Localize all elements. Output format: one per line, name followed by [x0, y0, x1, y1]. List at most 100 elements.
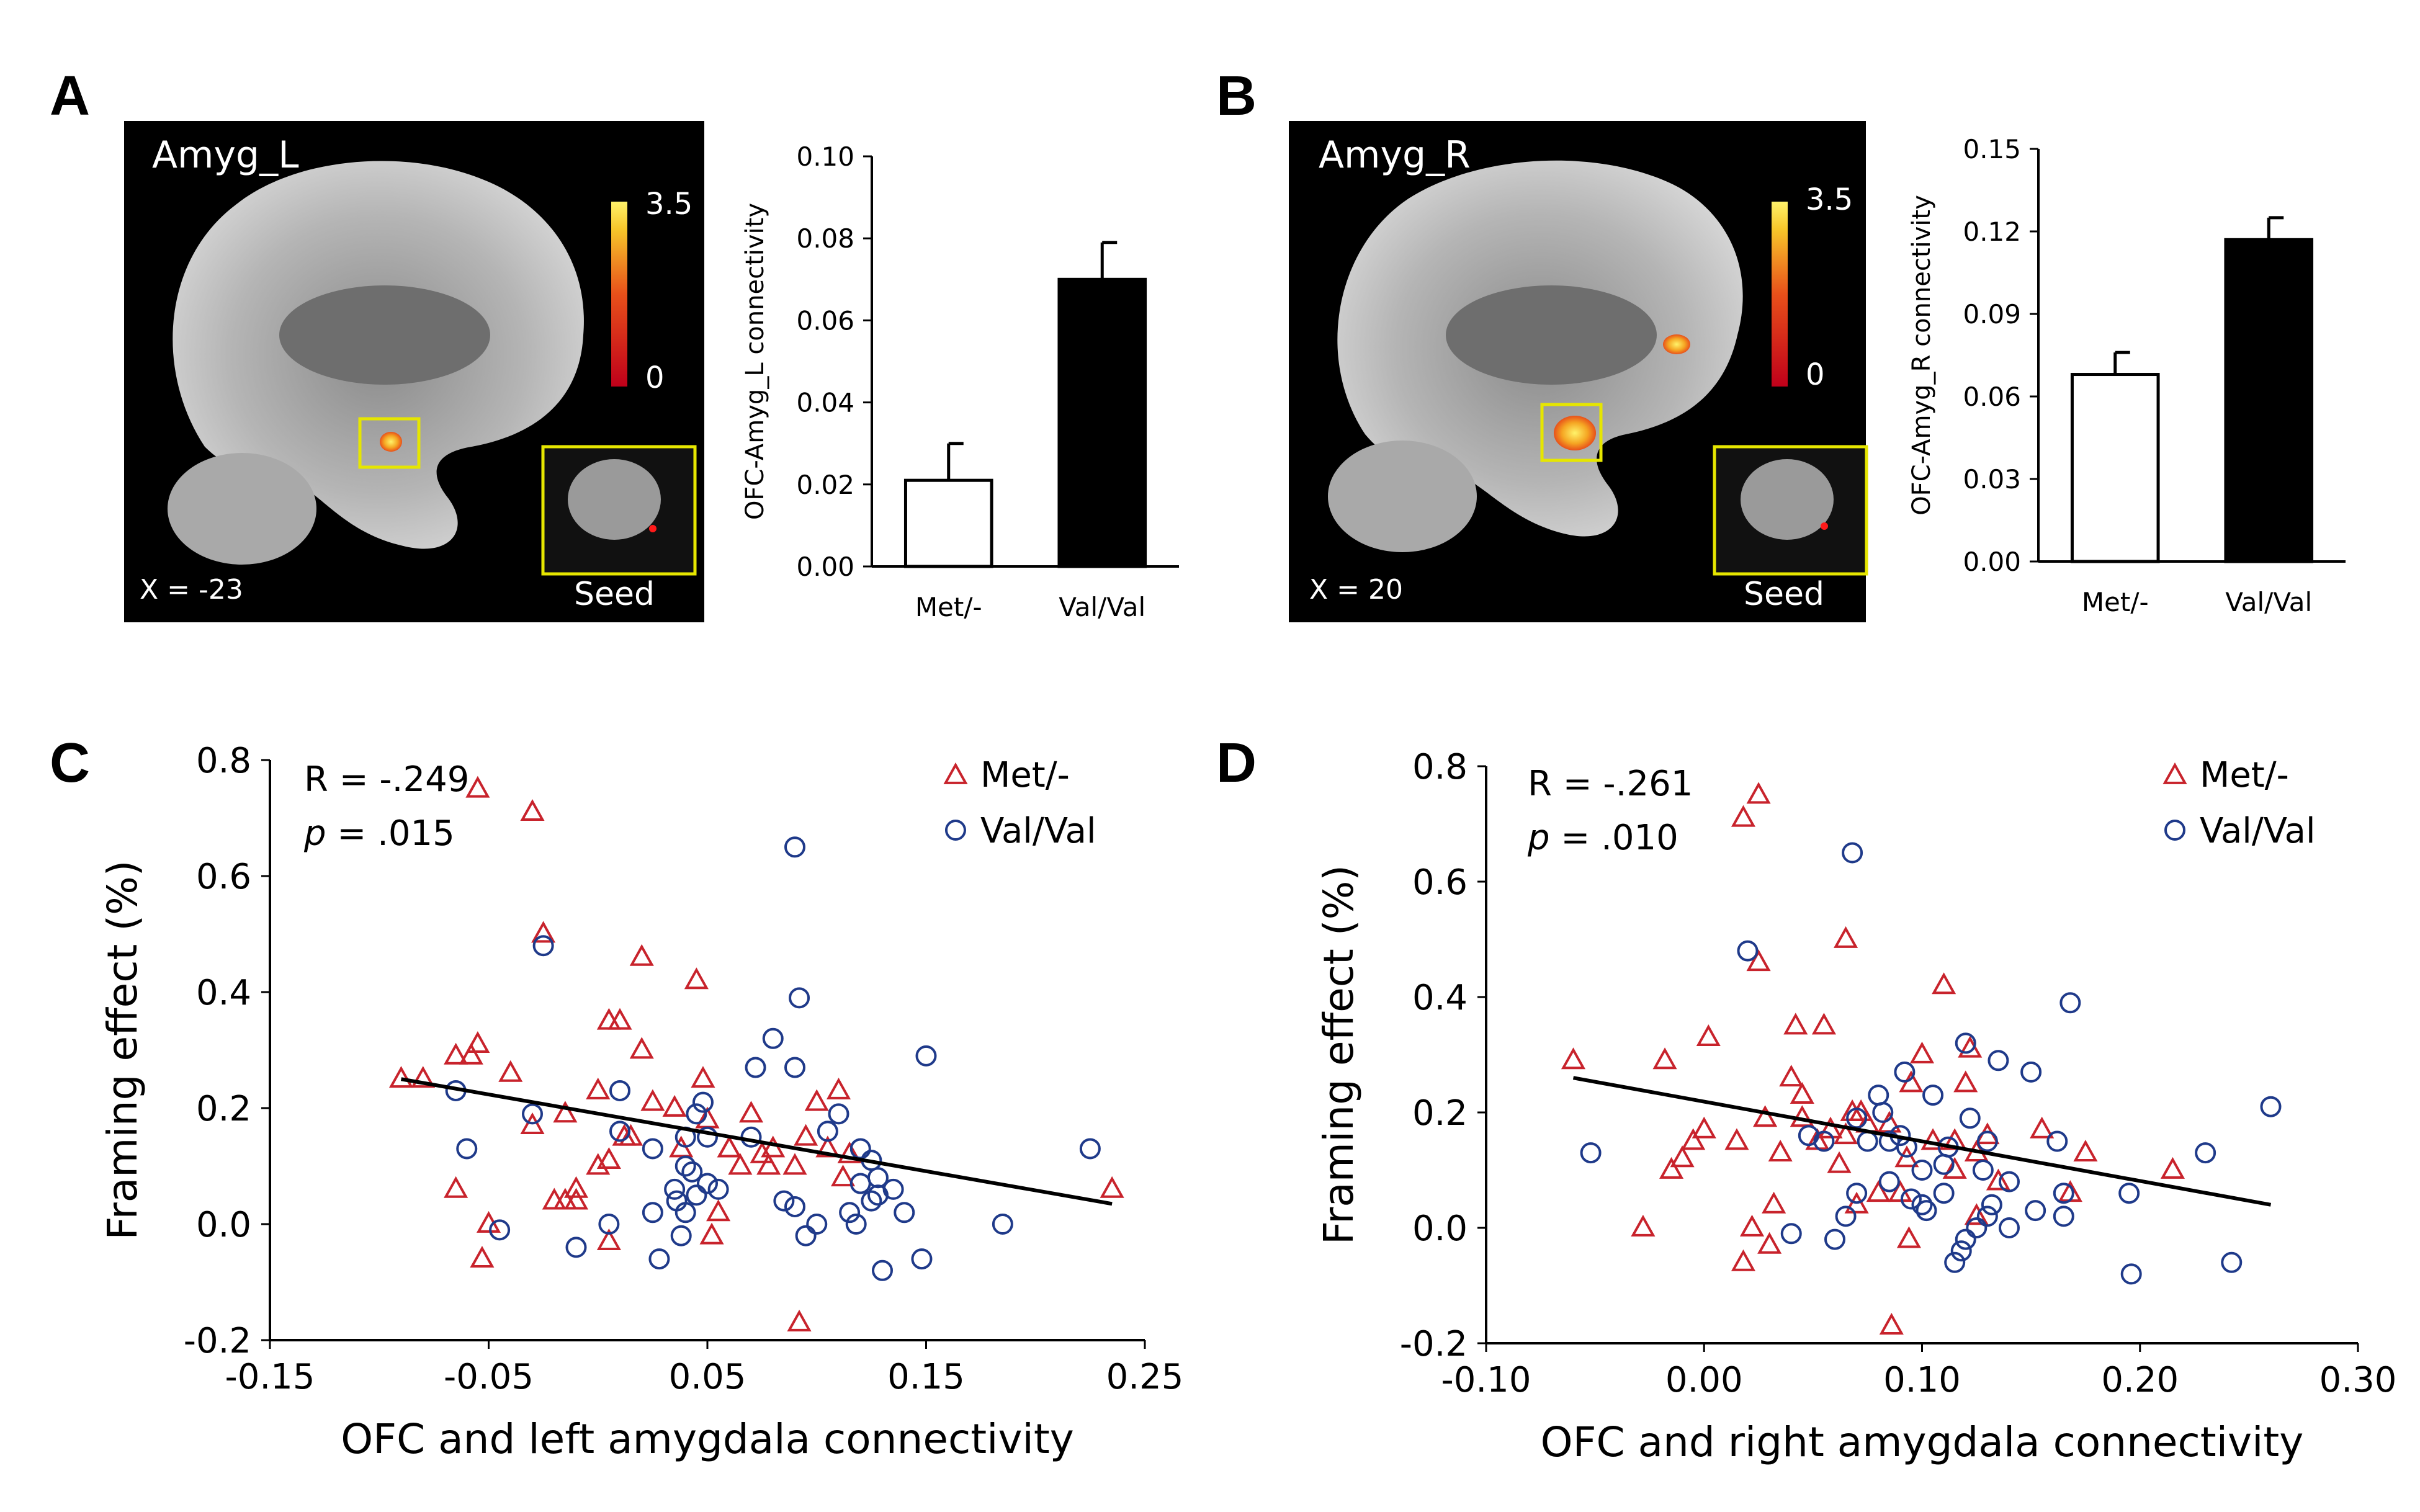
- x-tick-label: -0.10: [1441, 1360, 1531, 1400]
- data-point-met: [1783, 1013, 1808, 1035]
- colorbar-min: 0: [1806, 357, 1825, 392]
- y-tick-label: 0.06: [796, 305, 854, 336]
- data-point-val: [707, 1178, 729, 1200]
- data-point-met: [553, 1101, 578, 1123]
- data-point-met: [596, 1147, 621, 1170]
- data-point-met: [794, 1124, 818, 1146]
- legend-marker-val: [2164, 820, 2185, 841]
- bar-chart-a: 0.00 0.02 0.04 0.06 0.08 0.10 Met/- Val/Val OFC-…: [741, 141, 1179, 622]
- data-point-met: [1896, 1226, 1921, 1248]
- p-value: = .015: [326, 813, 455, 854]
- data-point-met: [738, 1101, 764, 1123]
- y-tick-label: 0.6: [196, 857, 251, 897]
- colorbar: [1772, 202, 1788, 387]
- y-tick-label: -0.2: [1400, 1324, 1468, 1364]
- data-point-val: [911, 1248, 933, 1270]
- data-point-met: [1834, 1122, 1858, 1145]
- data-point-met: [1779, 1065, 1804, 1087]
- legend-label-val: Val/Val: [2200, 811, 2316, 851]
- panel-label-a: A: [50, 65, 90, 127]
- data-point-val: [2118, 1183, 2140, 1204]
- data-point-val: [2059, 992, 2081, 1014]
- legend-label-val: Val/Val: [980, 811, 1096, 851]
- data-point-val: [849, 1173, 871, 1194]
- y-tick-label: -0.2: [184, 1321, 251, 1361]
- y-axis-label: OFC-Amyg_L connectivity: [741, 203, 769, 520]
- data-point-val: [1868, 1085, 1889, 1106]
- data-point-met: [782, 1153, 807, 1175]
- data-point-val: [1842, 842, 1863, 864]
- data-point-val: [789, 987, 810, 1009]
- y-tick-label: 0.0: [1412, 1209, 1468, 1249]
- data-point-val: [456, 1138, 478, 1160]
- data-point-val: [992, 1214, 1013, 1235]
- data-point-met: [1739, 1214, 1765, 1237]
- data-point-met: [706, 1199, 731, 1222]
- data-point-val: [1976, 1130, 1998, 1152]
- data-point-val: [2025, 1200, 2046, 1222]
- y-tick-label: 0.00: [1963, 547, 2021, 577]
- data-point-val: [1878, 1130, 1900, 1152]
- data-point-met: [1932, 972, 1956, 995]
- scatter-chart-d: -0.2 0.0 0.2 0.4 0.6 0.8 -0.10 0.00 0.10 0.20 0.30…: [1315, 747, 2396, 1466]
- y-tick-label: 0.02: [796, 470, 854, 500]
- data-point-val: [2221, 1251, 2243, 1273]
- data-point-val: [828, 1103, 849, 1125]
- data-point-val: [806, 1214, 828, 1235]
- y-tick-label: 0.04: [796, 388, 854, 418]
- data-point-met: [1731, 1249, 1756, 1271]
- data-point-val: [686, 1184, 707, 1206]
- data-point-val: [745, 1057, 766, 1078]
- data-point-val: [1959, 1107, 1981, 1129]
- data-point-met: [596, 1228, 621, 1250]
- roi-box: [1540, 403, 1603, 462]
- x-tick-label: 0.20: [2101, 1360, 2179, 1400]
- data-point-met: [465, 776, 490, 798]
- data-point-val: [867, 1167, 889, 1189]
- y-axis-label: OFC-Amyg_R connectivity: [1907, 195, 1936, 516]
- brain-image-a: 3.5 0 Amyg_L X = -23 Seed: [124, 121, 704, 622]
- regression-line: [400, 1077, 1113, 1206]
- data-point-val: [1857, 1130, 1878, 1152]
- data-point-met: [1879, 1313, 1904, 1335]
- data-point-met: [607, 1008, 632, 1030]
- seed-inset-brain: [1741, 459, 1834, 540]
- p-letter: p: [1527, 818, 1550, 858]
- data-point-val: [697, 1173, 718, 1194]
- data-point-met: [465, 1031, 490, 1053]
- data-point-val: [1981, 1194, 2002, 1215]
- data-point-val: [1824, 1228, 1845, 1250]
- seed-marker: [1821, 522, 1828, 530]
- data-point-val: [1580, 1142, 1602, 1164]
- x-tick-label: Val/Val: [1059, 592, 1145, 622]
- p-value: = .010: [1550, 818, 1678, 858]
- data-point-val: [2046, 1130, 2068, 1152]
- data-point-val: [609, 1121, 630, 1142]
- data-point-met: [1696, 1024, 1721, 1046]
- data-point-met: [531, 921, 556, 943]
- y-tick-label: 0.4: [196, 973, 251, 1013]
- data-point-met: [1561, 1047, 1586, 1070]
- data-point-met: [804, 1089, 829, 1111]
- y-tick-label: 0.12: [1963, 217, 2021, 247]
- data-point-met: [684, 967, 709, 990]
- data-point-met: [563, 1188, 589, 1210]
- y-tick-label: 0.10: [796, 141, 854, 172]
- seed-label: Seed: [1744, 576, 1824, 613]
- data-point-val: [666, 1190, 688, 1212]
- data-point-val: [670, 1225, 692, 1246]
- data-point-val: [2053, 1206, 2074, 1227]
- data-point-val: [839, 1202, 861, 1223]
- x-tick-label: -0.05: [444, 1357, 534, 1397]
- data-point-val: [849, 1138, 871, 1160]
- data-point-val: [1922, 1085, 1944, 1106]
- data-point-met: [1986, 1168, 2010, 1191]
- data-point-met: [826, 1077, 851, 1099]
- seed-marker: [649, 525, 657, 532]
- roi-box: [358, 417, 421, 469]
- data-point-val: [1972, 1160, 1994, 1181]
- data-point-val: [674, 1155, 696, 1177]
- data-point-met: [717, 1135, 742, 1158]
- y-tick-label: 0.8: [196, 741, 251, 781]
